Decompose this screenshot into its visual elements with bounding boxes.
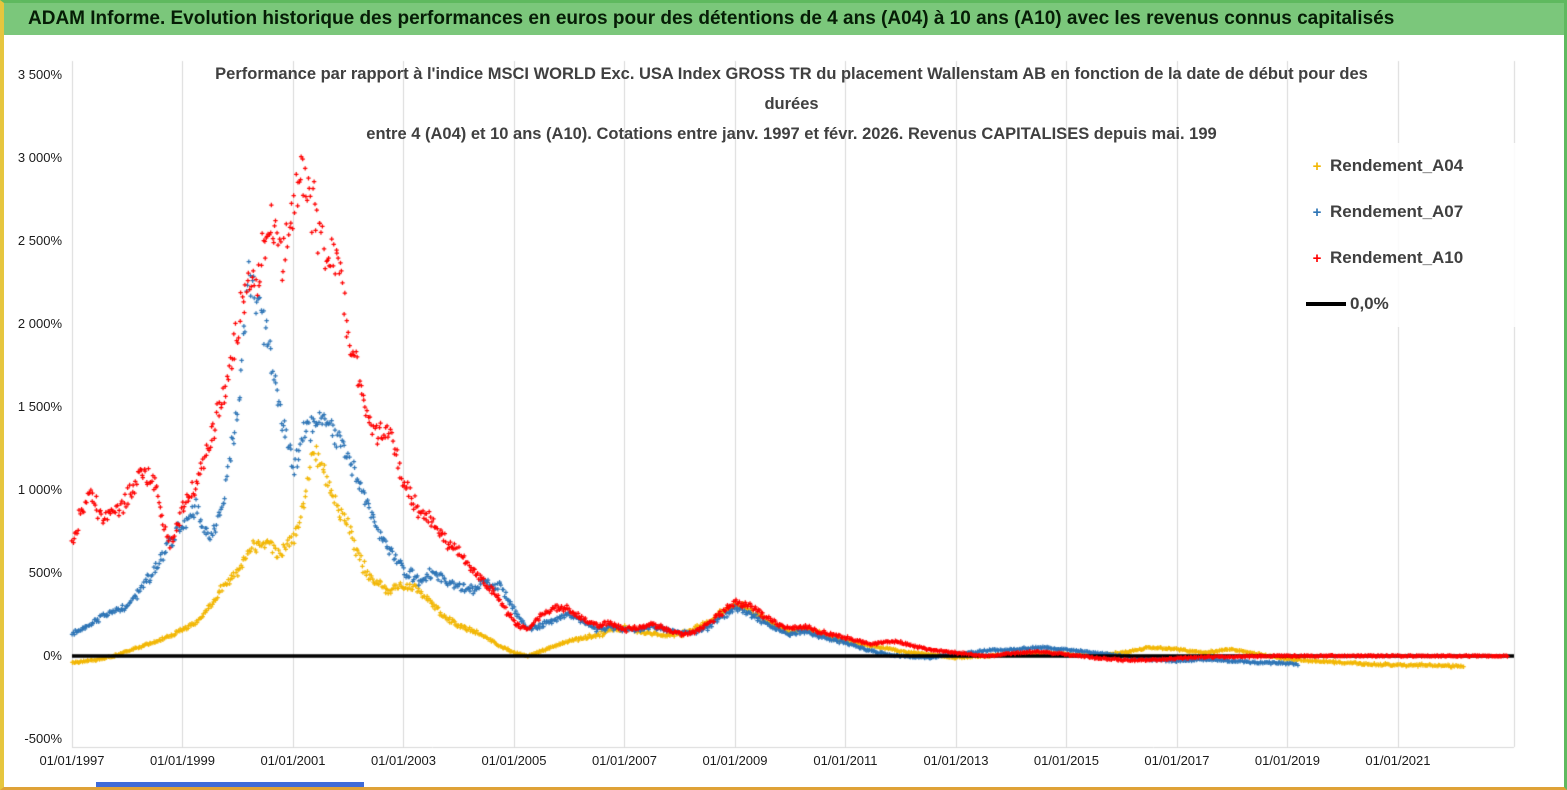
y-axis-tick-label: 0%: [43, 648, 62, 663]
legend-entry-zero-line[interactable]: 0,0%: [1304, 281, 1529, 327]
legend-entry-rendement-a10[interactable]: + Rendement_A10: [1304, 235, 1529, 281]
x-axis-tick-label: 01/01/1999: [149, 753, 216, 768]
legend-entry-rendement-a07[interactable]: + Rendement_A07: [1304, 189, 1529, 235]
x-axis-tick-label: 01/01/2003: [370, 753, 437, 768]
y-axis-tick-label: -500%: [24, 731, 62, 746]
x-axis-tick-label: 01/01/2021: [1365, 753, 1431, 768]
chart-plot-area[interactable]: [4, 3, 1564, 787]
legend-entry-rendement-a04[interactable]: + Rendement_A04: [1304, 143, 1529, 189]
x-axis-tick-label: 01/01/2017: [1144, 753, 1210, 768]
y-axis-tick-label: 2 500%: [17, 233, 62, 248]
x-axis-tick-label: 01/01/2013: [923, 753, 989, 768]
x-axis-tick-label: 01/01/2001: [260, 753, 326, 768]
y-axis-tick-label: 3 500%: [17, 67, 62, 82]
x-axis-tick-label: 01/01/2007: [591, 753, 658, 768]
zero-line-swatch: [1306, 302, 1346, 306]
legend-label: Rendement_A07: [1330, 202, 1464, 221]
legend-label: 0,0%: [1350, 294, 1389, 313]
legend-label: Rendement_A10: [1330, 248, 1464, 267]
x-axis: 01/01/1997 01/01/1999 01/01/2001 01/01/2003…: [4, 3, 1564, 787]
y-axis-tick-label: 2 000%: [17, 316, 62, 331]
plus-marker-icon: +: [1312, 157, 1322, 175]
legend-label: Rendement_A04: [1330, 156, 1464, 175]
x-axis-tick-label: 01/01/2019: [1254, 753, 1320, 768]
plus-marker-icon: +: [1312, 249, 1322, 267]
horizontal-scrollbar-thumb[interactable]: [96, 782, 364, 787]
x-axis-tick-label: 01/01/2009: [702, 753, 768, 768]
y-axis-tick-label: 3 000%: [17, 150, 62, 165]
title-bar-text: ADAM Informe. Evolution historique des p…: [28, 8, 1395, 29]
x-axis-tick-label: 01/01/2005: [481, 753, 547, 768]
chart-legend: + Rendement_A04 + Rendement_A07 + Rendem…: [1304, 143, 1529, 327]
x-axis-tick-label: 01/01/2011: [813, 753, 878, 768]
title-bar: ADAM Informe. Evolution historique des p…: [4, 3, 1564, 35]
y-axis-tick-label: 1 500%: [17, 399, 62, 414]
x-axis-tick-label: 01/01/2015: [1033, 753, 1099, 768]
plus-marker-icon: +: [1312, 203, 1322, 221]
x-axis-tick-label: 01/01/1997: [39, 753, 105, 768]
y-axis-tick-label: 1 000%: [17, 482, 62, 497]
y-axis-tick-label: 500%: [28, 565, 62, 580]
y-axis: 3 500% 3 000% 2 500% 2 000% 1 500% 1 000% 500%…: [4, 3, 66, 787]
